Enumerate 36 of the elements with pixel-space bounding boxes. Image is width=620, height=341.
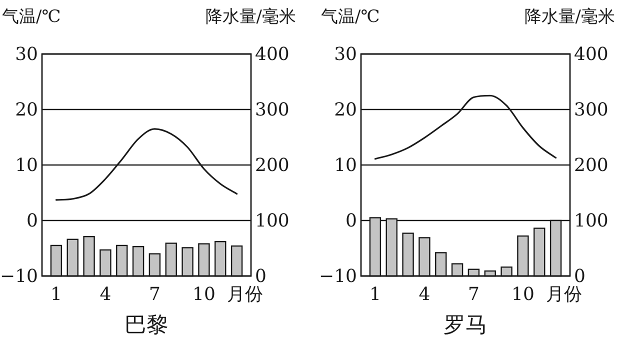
x-tick-label: 1 <box>369 284 381 305</box>
x-tick-label: 7 <box>148 284 160 305</box>
x-tick-label: 4 <box>100 284 112 305</box>
x-axis-title: 月份 <box>546 284 582 305</box>
y2-tick-label: 100 <box>574 210 608 232</box>
y2-tick-label: 300 <box>574 100 608 120</box>
y-tick-label: 0 <box>346 210 357 232</box>
y-tick-label: −10 <box>0 266 38 287</box>
y2-tick-label: 200 <box>574 155 608 176</box>
y2-tick-label: 200 <box>255 155 290 176</box>
y-tick-label: −10 <box>319 266 357 287</box>
y-tick-label: 10 <box>15 155 38 176</box>
x-tick-label: 4 <box>418 284 430 305</box>
y-tick-label: 0 <box>26 210 38 232</box>
y2-axis-title: 降水量/毫米 <box>524 7 615 27</box>
x-axis-title: 月份 <box>227 284 263 305</box>
y-tick-label: 30 <box>15 44 38 65</box>
y2-tick-label: 0 <box>255 266 266 287</box>
y-axis-title: 气温/℃ <box>321 7 380 27</box>
y-axis-title: 气温/℃ <box>2 7 61 27</box>
y2-tick-label: 300 <box>255 100 290 120</box>
y-tick-label: 30 <box>334 44 357 65</box>
text: 罗马 <box>444 313 488 338</box>
x-tick-label: 10 <box>512 284 534 305</box>
y2-tick-label: 400 <box>255 44 290 65</box>
y2-tick-label: 100 <box>255 210 290 232</box>
y-tick-label: 20 <box>334 100 357 120</box>
y2-axis-title: 降水量/毫米 <box>205 7 296 27</box>
text: 巴黎 <box>124 313 168 338</box>
y2-tick-label: 400 <box>574 44 608 65</box>
y-tick-label: 20 <box>15 100 38 120</box>
x-tick-label: 10 <box>192 284 216 305</box>
y-tick-label: 10 <box>334 155 357 176</box>
y2-tick-label: 0 <box>574 266 586 287</box>
x-tick-label: 7 <box>468 284 480 305</box>
x-tick-label: 1 <box>50 284 62 305</box>
